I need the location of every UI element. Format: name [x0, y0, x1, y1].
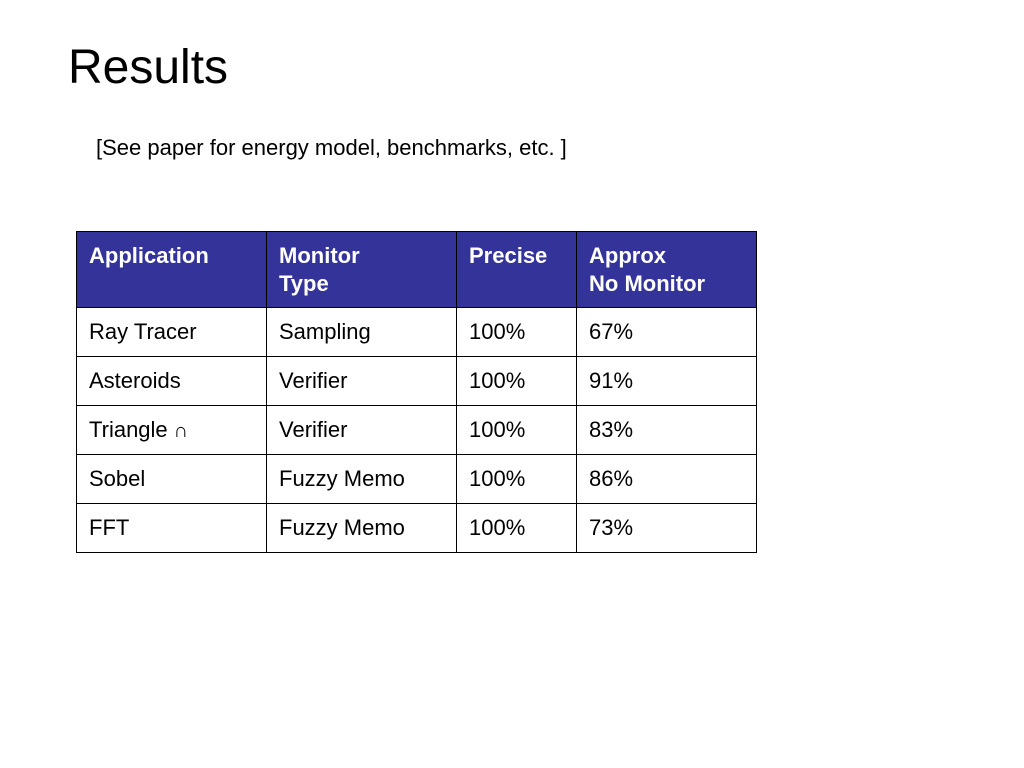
table-row: Sobel Fuzzy Memo 100% 86%: [77, 455, 757, 504]
cell-approx: 67%: [577, 308, 757, 357]
cell-monitor: Fuzzy Memo: [267, 455, 457, 504]
col-header-approx: ApproxNo Monitor: [577, 232, 757, 308]
subtitle-note: [See paper for energy model, benchmarks,…: [96, 135, 964, 161]
cell-approx: 86%: [577, 455, 757, 504]
cell-application: Asteroids: [77, 357, 267, 406]
cell-approx: 73%: [577, 504, 757, 553]
page-title: Results: [68, 40, 964, 95]
cell-precise: 100%: [457, 308, 577, 357]
results-table: Application MonitorType Precise ApproxNo…: [76, 231, 757, 553]
table-row: Triangle ∩ Verifier 100% 83%: [77, 406, 757, 455]
cell-application: FFT: [77, 504, 267, 553]
cell-application: Triangle ∩: [77, 406, 267, 455]
cell-precise: 100%: [457, 406, 577, 455]
intersect-icon: ∩: [174, 420, 188, 442]
table-row: Asteroids Verifier 100% 91%: [77, 357, 757, 406]
col-header-application: Application: [77, 232, 267, 308]
cell-precise: 100%: [457, 357, 577, 406]
slide: Results [See paper for energy model, ben…: [0, 0, 1024, 768]
cell-application: Sobel: [77, 455, 267, 504]
col-header-precise: Precise: [457, 232, 577, 308]
table-header-row: Application MonitorType Precise ApproxNo…: [77, 232, 757, 308]
cell-monitor: Verifier: [267, 357, 457, 406]
table-row: FFT Fuzzy Memo 100% 73%: [77, 504, 757, 553]
cell-application: Ray Tracer: [77, 308, 267, 357]
cell-precise: 100%: [457, 455, 577, 504]
cell-monitor: Fuzzy Memo: [267, 504, 457, 553]
cell-approx: 91%: [577, 357, 757, 406]
cell-precise: 100%: [457, 504, 577, 553]
cell-monitor: Sampling: [267, 308, 457, 357]
cell-monitor: Verifier: [267, 406, 457, 455]
col-header-monitor-type: MonitorType: [267, 232, 457, 308]
table-row: Ray Tracer Sampling 100% 67%: [77, 308, 757, 357]
cell-approx: 83%: [577, 406, 757, 455]
